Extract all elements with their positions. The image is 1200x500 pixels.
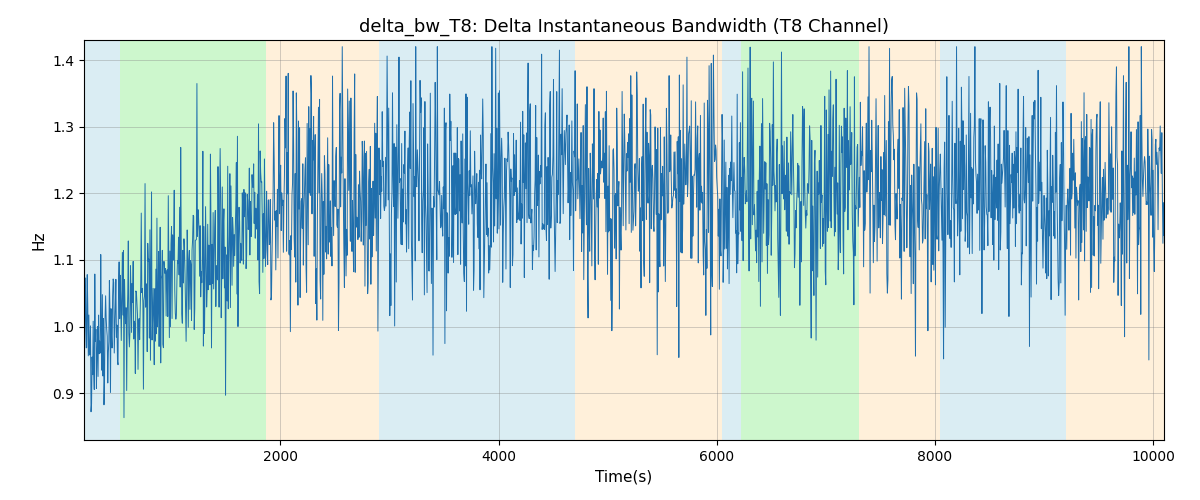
Bar bbox=[722, 40, 740, 440]
Bar bbox=[941, 40, 1066, 440]
Y-axis label: Hz: Hz bbox=[31, 230, 47, 250]
X-axis label: Time(s): Time(s) bbox=[595, 470, 653, 484]
Bar bbox=[575, 40, 722, 440]
Title: delta_bw_T8: Delta Instantaneous Bandwidth (T8 Channel): delta_bw_T8: Delta Instantaneous Bandwid… bbox=[359, 18, 889, 36]
Bar bbox=[858, 40, 941, 440]
Bar bbox=[740, 40, 858, 440]
Bar bbox=[84, 40, 120, 440]
Bar bbox=[120, 40, 266, 440]
Bar bbox=[266, 40, 378, 440]
Bar bbox=[378, 40, 575, 440]
Bar bbox=[1066, 40, 1164, 440]
